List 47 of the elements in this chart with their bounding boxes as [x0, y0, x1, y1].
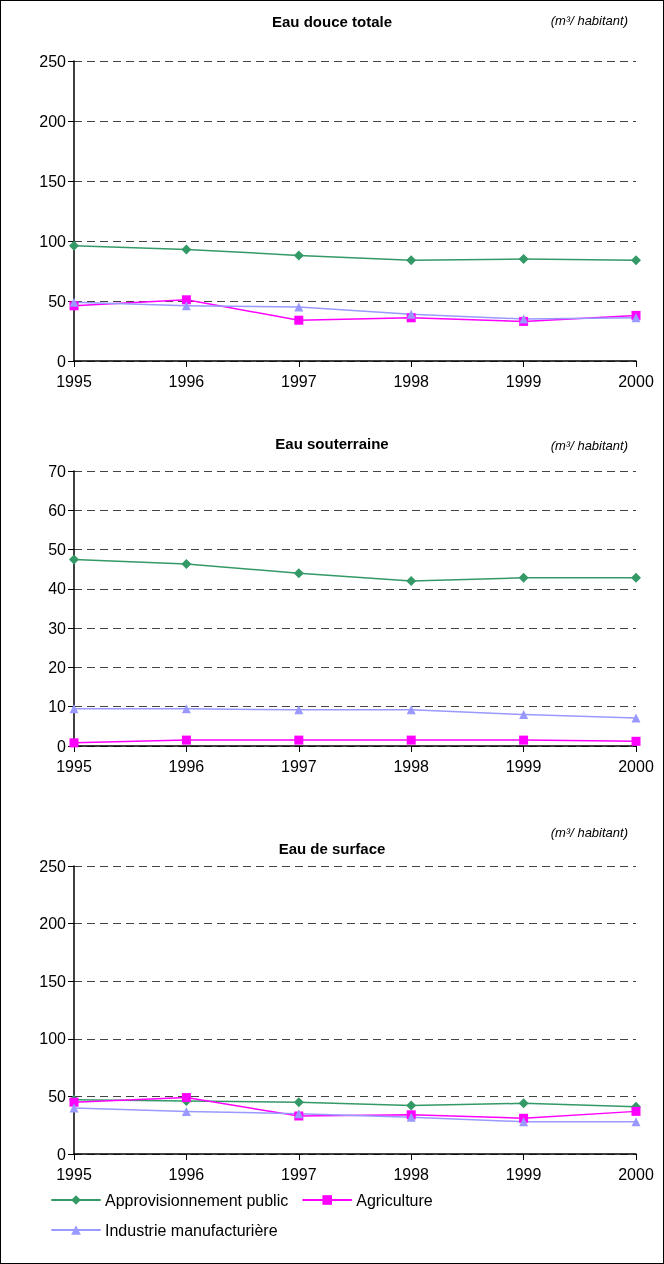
y-tick-label: 30	[48, 619, 67, 637]
chart-title: Eau de surface	[278, 840, 386, 857]
y-tick-label: 0	[57, 1145, 67, 1163]
x-tick-label: 1999	[505, 757, 542, 775]
y-tick-label: 40	[48, 580, 67, 598]
y-tick-label: 50	[48, 541, 67, 559]
x-tick-label: 1999	[505, 372, 542, 390]
x-tick-label: 1995	[56, 757, 92, 775]
x-tick-label: 2000	[618, 372, 654, 390]
x-tick-label: 1997	[281, 1165, 317, 1183]
x-tick-label: 1995	[56, 372, 92, 390]
y-axis-title: (m³/ habitant)	[550, 825, 629, 840]
x-tick-label: 1995	[56, 1165, 92, 1183]
x-tick-label: 1999	[505, 1165, 542, 1183]
chart-title: Eau souterraine	[275, 435, 389, 452]
y-tick-label: 250	[39, 52, 67, 70]
x-tick-label: 1996	[168, 757, 205, 775]
y-tick-label: 50	[48, 292, 67, 310]
chart-title: Eau douce totale	[271, 13, 393, 30]
y-tick-label: 100	[39, 1030, 67, 1048]
y-axis-title: (m³/ habitant)	[550, 13, 629, 28]
x-tick-label: 1998	[393, 1165, 430, 1183]
y-tick-label: 70	[48, 462, 67, 480]
y-tick-label: 100	[39, 232, 67, 250]
x-tick-label: 1997	[281, 757, 317, 775]
y-tick-label: 60	[48, 501, 67, 519]
y-tick-label: 250	[39, 857, 67, 875]
y-tick-label: 0	[57, 352, 67, 370]
y-axis-title: (m³/ habitant)	[550, 438, 629, 453]
x-tick-label: 2000	[618, 757, 654, 775]
y-tick-label: 50	[48, 1087, 67, 1105]
x-tick-label: 1996	[168, 1165, 205, 1183]
legend-label: Approvisionnement public	[105, 1191, 289, 1209]
y-tick-label: 20	[48, 658, 67, 676]
y-tick-label: 150	[39, 172, 67, 190]
y-tick-label: 150	[39, 972, 67, 990]
x-tick-label: 1997	[281, 372, 317, 390]
x-tick-label: 1996	[168, 372, 205, 390]
y-tick-label: 0	[57, 737, 67, 755]
y-tick-label: 200	[39, 915, 67, 933]
x-tick-label: 2000	[618, 1165, 654, 1183]
legend-label: Industrie manufacturière	[105, 1221, 278, 1239]
y-tick-label: 200	[39, 112, 67, 130]
legend-label: Agriculture	[356, 1191, 433, 1209]
y-tick-label: 10	[48, 698, 67, 716]
x-tick-label: 1998	[393, 757, 430, 775]
x-tick-label: 1998	[393, 372, 430, 390]
